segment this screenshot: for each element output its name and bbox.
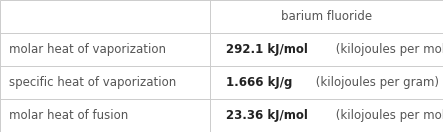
Text: molar heat of vaporization: molar heat of vaporization bbox=[9, 43, 166, 56]
Text: 23.36 kJ/mol: 23.36 kJ/mol bbox=[226, 109, 308, 122]
Text: specific heat of vaporization: specific heat of vaporization bbox=[9, 76, 176, 89]
Text: molar heat of fusion: molar heat of fusion bbox=[9, 109, 128, 122]
Text: (kilojoules per mole): (kilojoules per mole) bbox=[331, 43, 443, 56]
Text: 292.1 kJ/mol: 292.1 kJ/mol bbox=[226, 43, 308, 56]
Text: 1.666 kJ/g: 1.666 kJ/g bbox=[226, 76, 292, 89]
Text: (kilojoules per gram): (kilojoules per gram) bbox=[311, 76, 439, 89]
Text: (kilojoules per mole): (kilojoules per mole) bbox=[331, 109, 443, 122]
Text: barium fluoride: barium fluoride bbox=[281, 10, 372, 23]
